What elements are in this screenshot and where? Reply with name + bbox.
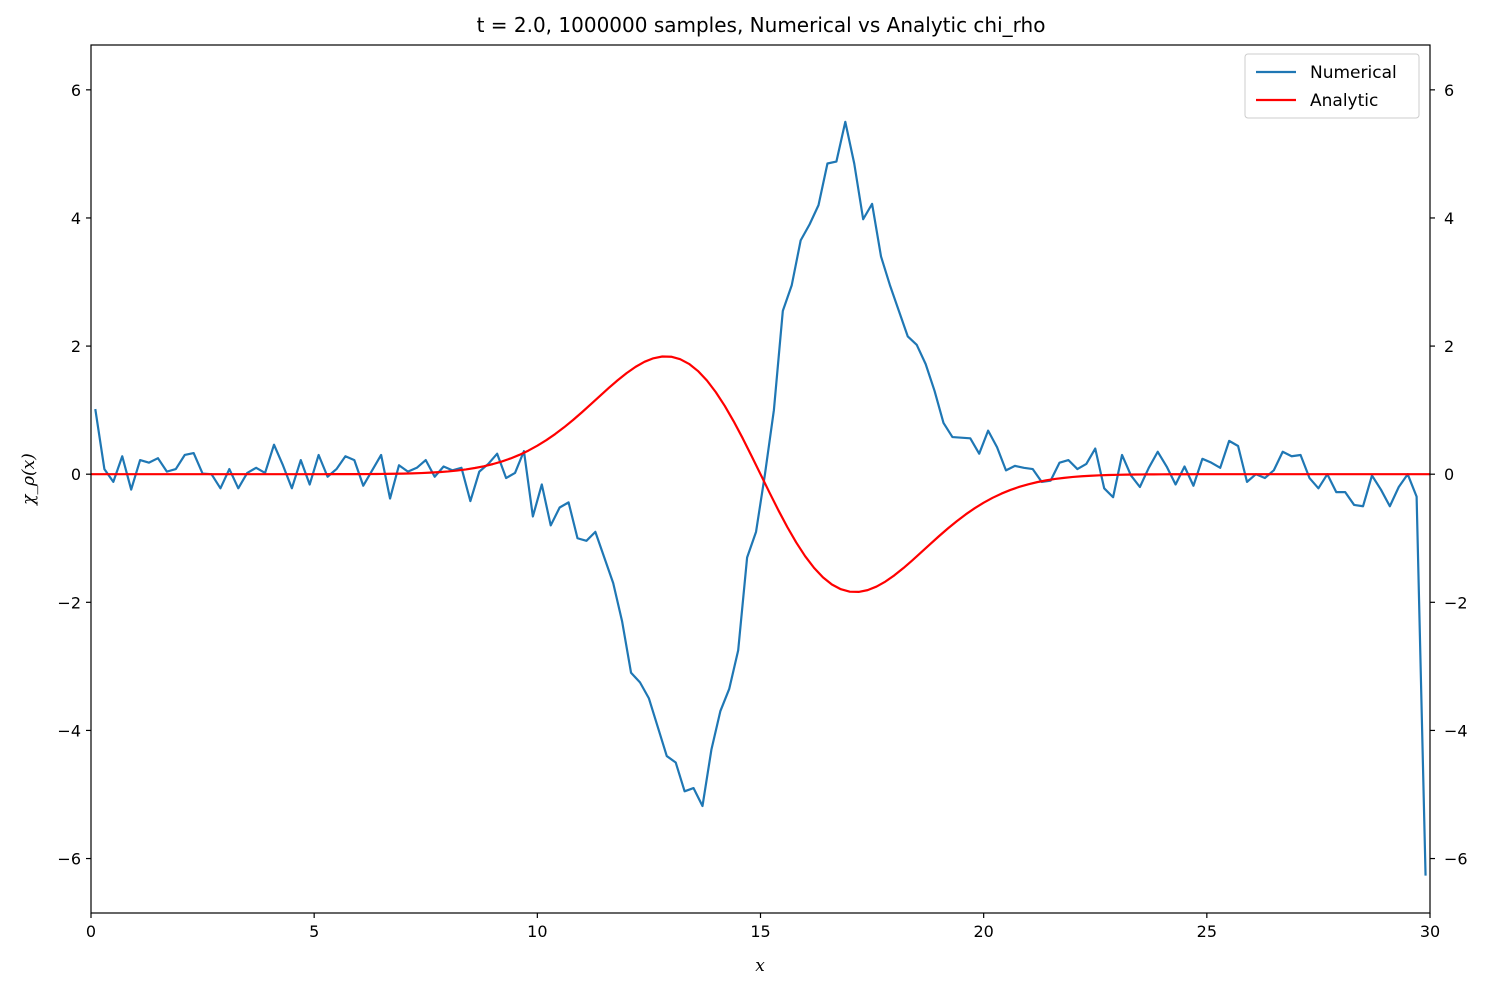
y-tick-label-left: 2: [71, 337, 81, 356]
chart-title: t = 2.0, 1000000 samples, Numerical vs A…: [477, 13, 1046, 37]
x-tick-label: 15: [750, 922, 770, 941]
y-axis-right: −6 −4 −2 0 2 4 6: [1430, 81, 1468, 869]
x-tick-label: 10: [527, 922, 547, 941]
y-tick-label-right: 0: [1444, 465, 1454, 484]
x-tick-label: 5: [309, 922, 319, 941]
legend: Numerical Analytic: [1244, 53, 1420, 119]
y-axis-label: χ_ρ(x): [19, 453, 39, 506]
y-tick-label-left: −2: [57, 593, 81, 612]
x-tick-label: 30: [1420, 922, 1440, 941]
x-tick-label: 20: [973, 922, 993, 941]
x-tick-label: 0: [86, 922, 96, 941]
series-line-analytic: [91, 355, 1430, 593]
series-line-numerical: [94, 120, 1427, 876]
x-tick-label: 25: [1197, 922, 1217, 941]
y-tick-label-right: −2: [1444, 593, 1468, 612]
plot-frame: [90, 44, 1431, 914]
y-tick-label-right: 6: [1444, 81, 1454, 100]
legend-label-analytic: Analytic: [1310, 91, 1378, 111]
x-axis: 0 5 10 15 20 25 30: [86, 913, 1440, 941]
y-axis-left: −6 −4 −2 0 2 4 6: [57, 81, 91, 869]
y-tick-label-right: −6: [1444, 850, 1468, 869]
legend-box: [1244, 53, 1420, 119]
plot-area: [91, 120, 1430, 876]
y-tick-label-left: −4: [57, 721, 81, 740]
y-tick-label-right: −4: [1444, 721, 1468, 740]
y-tick-label-right: 4: [1444, 209, 1454, 228]
y-tick-label-left: 6: [71, 81, 81, 100]
y-tick-label-left: 0: [71, 465, 81, 484]
y-tick-label-right: 2: [1444, 337, 1454, 356]
legend-label-numerical: Numerical: [1310, 63, 1397, 83]
y-tick-label-left: −6: [57, 850, 81, 869]
y-tick-label-left: 4: [71, 209, 81, 228]
x-axis-label: x: [755, 956, 765, 976]
